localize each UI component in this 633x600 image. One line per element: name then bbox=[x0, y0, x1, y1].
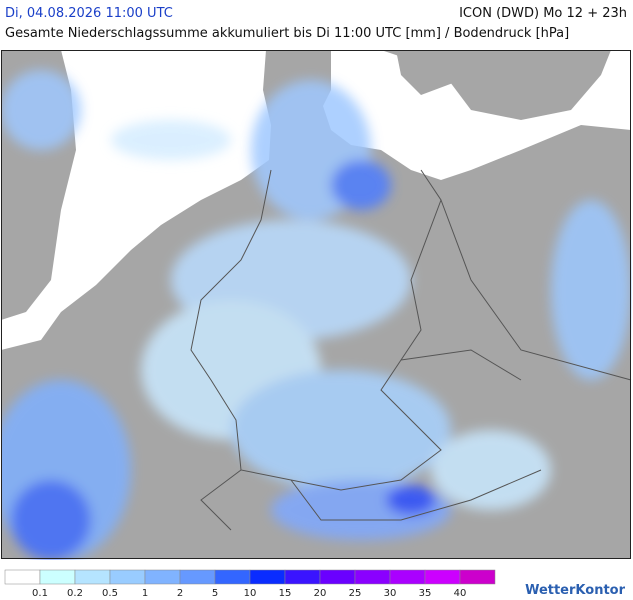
legend-swatch bbox=[39, 569, 76, 585]
logo: WetterKontor bbox=[525, 583, 625, 598]
map-frame bbox=[1, 50, 631, 559]
legend-label: 40 bbox=[454, 588, 467, 599]
legend-swatch bbox=[214, 569, 251, 585]
legend-label: 0.5 bbox=[102, 588, 118, 599]
legend-label: 0.1 bbox=[32, 588, 48, 599]
legend-swatch bbox=[249, 569, 286, 585]
legend-label: 20 bbox=[314, 588, 327, 599]
legend-swatch bbox=[319, 569, 356, 585]
map-subtitle: Gesamte Niederschlagssumme akkumuliert b… bbox=[5, 26, 570, 41]
legend-label: 30 bbox=[384, 588, 397, 599]
legend-label: 0.2 bbox=[67, 588, 83, 599]
borders bbox=[190, 169, 632, 531]
legend-label: 5 bbox=[212, 588, 218, 599]
legend-swatch bbox=[459, 569, 496, 585]
legend-swatch bbox=[424, 569, 461, 585]
legend-label: 10 bbox=[244, 588, 257, 599]
legend-label: 2 bbox=[177, 588, 183, 599]
forecast-date: Di, 04.08.2026 11:00 UTC bbox=[5, 6, 173, 21]
precipitation bbox=[1, 70, 631, 560]
legend-label: 35 bbox=[419, 588, 432, 599]
legend-label: 1 bbox=[142, 588, 148, 599]
model-run: ICON (DWD) Mo 12 + 23h bbox=[459, 6, 627, 21]
legend-label: 25 bbox=[349, 588, 362, 599]
baltic-sea bbox=[321, 50, 631, 180]
sweden bbox=[396, 50, 471, 95]
legend-swatch bbox=[144, 569, 181, 585]
legend-swatch bbox=[74, 569, 111, 585]
legend-swatch bbox=[4, 569, 41, 585]
legend-swatch bbox=[389, 569, 426, 585]
legend-swatch bbox=[354, 569, 391, 585]
color-legend: 0.1 0.2 0.5 1 2 5 10 15 20 25 30 35 40 bbox=[4, 569, 496, 599]
legend-swatch bbox=[109, 569, 146, 585]
precipitation-map bbox=[1, 50, 632, 560]
legend-swatch bbox=[284, 569, 321, 585]
legend-label: 15 bbox=[279, 588, 292, 599]
legend-swatch bbox=[179, 569, 216, 585]
